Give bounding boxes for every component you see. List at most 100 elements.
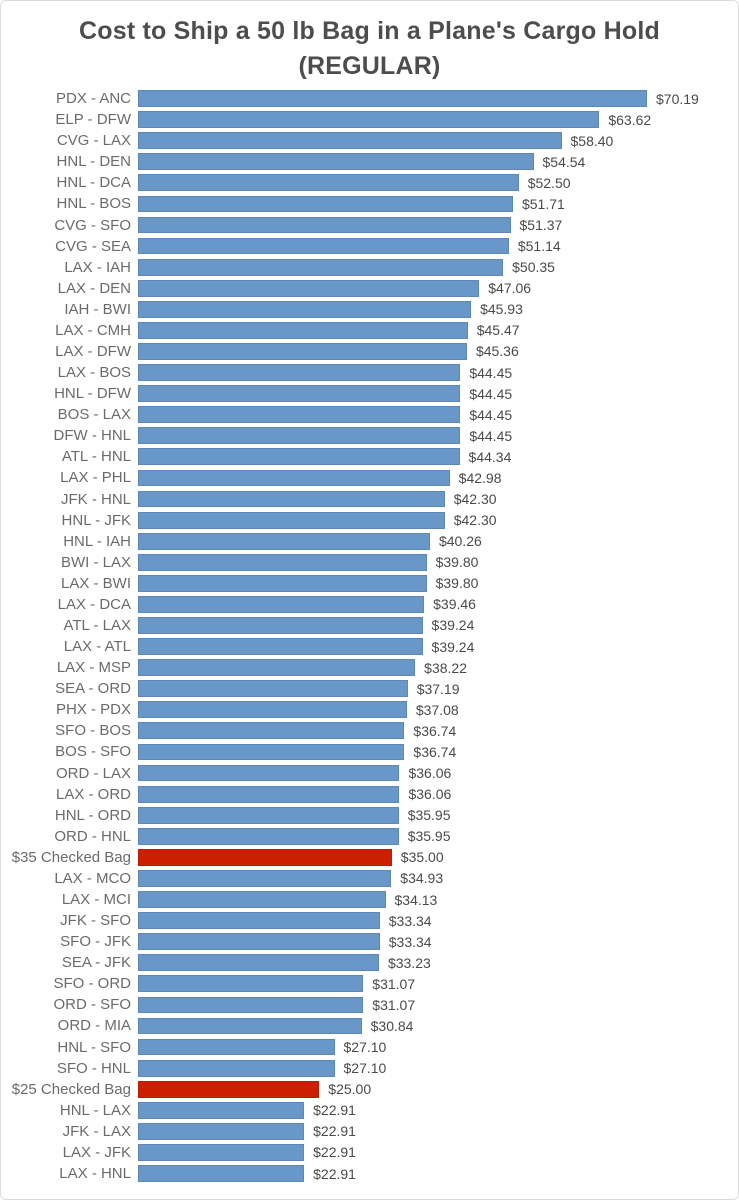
value-label: $51.71 [521,195,565,212]
value-label: $40.26 [438,533,482,550]
bar-track: $31.07 [138,973,699,994]
bar [138,237,509,255]
bar-track: $44.45 [138,362,699,383]
chart-row: ATL - HNL $44.34 [5,446,699,467]
value-label: $35.00 [400,849,444,866]
category-label: LAX - MSP [56,659,131,677]
chart-row: LAX - IAH $50.35 [5,257,699,278]
category-label: ORD - HNL [54,827,131,845]
bar [138,490,445,508]
bar [138,596,425,613]
value-label: $42.30 [453,491,497,508]
bar [138,1017,362,1035]
bar-track: $45.36 [138,341,699,362]
category-label: HNL - DEN [56,153,131,171]
bar-track: $54.54 [138,151,699,172]
chart-row: LAX - BWI $39.80 [5,573,699,594]
value-label: $47.06 [488,280,532,297]
category-label: LAX - HNL [59,1165,131,1183]
bar-track: $44.45 [138,425,699,446]
bar [138,111,600,129]
chart-row: LAX - JFK $22.91 [5,1142,699,1163]
category-label: HNL - JFK [61,511,131,529]
bar [138,785,400,803]
category-label: HNL - DCA [56,174,131,192]
bar [138,680,408,698]
bar-track: $22.91 [138,1142,699,1163]
value-label: $35.95 [407,828,451,845]
chart-row: ATL - LAX $39.24 [5,615,699,636]
chart-title: Cost to Ship a 50 lb Bag in a Plane's Ca… [1,14,738,84]
bar [138,406,461,424]
bar-track: $33.34 [138,931,699,952]
value-label: $30.84 [370,1017,414,1034]
bar [138,638,423,655]
chart-row: HNL - JFK $42.30 [5,510,699,531]
category-label: CVG - LAX [56,132,131,150]
chart-row: ORD - HNL $35.95 [5,826,699,847]
chart-row: LAX - MSP $38.22 [5,657,699,678]
bar [138,659,416,677]
bar [138,90,647,107]
chart-row: LAX - MCO $34.93 [5,868,699,889]
bar [138,1144,305,1161]
bar [138,764,400,782]
value-label: $50.35 [512,259,555,276]
category-label: SFO - HNL [56,1059,131,1077]
bar-track: $37.08 [138,699,699,720]
bar [138,975,364,993]
category-label: LAX - DEN [57,279,131,297]
value-label: $39.46 [433,596,476,613]
value-label: $45.47 [476,322,520,339]
chart-row: LAX - HNL $22.91 [5,1163,699,1184]
bar [138,364,461,381]
value-label: $36.74 [413,722,457,739]
value-label: $25.00 [328,1081,372,1098]
value-label: $36.06 [408,765,452,782]
bar-track: $22.91 [138,1100,699,1121]
bar [138,511,445,529]
category-label: HNL - IAH [63,532,131,550]
bar-track: $30.84 [138,1015,699,1036]
bar [138,891,386,908]
category-label: $25 Checked Bag [11,1080,131,1098]
bar-chart: PDX - ANC $70.19 ELP - DFW $63.62 CVG - LAX $… [5,88,699,1184]
bar [138,343,467,360]
bar [138,912,380,929]
bar-track: $39.46 [138,594,699,615]
bar [138,300,472,318]
chart-row: LAX - CMH $45.47 [5,320,699,341]
value-label: $51.37 [519,217,563,233]
bar [138,1059,335,1077]
chart-row: HNL - BOS $51.71 [5,193,699,214]
bar-track: $63.62 [138,109,699,130]
bar [138,469,450,487]
bar [138,216,511,234]
bar [138,153,534,171]
value-label: $37.19 [416,680,460,697]
category-label: LAX - BOS [57,364,131,382]
bar-track: $40.26 [138,531,699,552]
bar [138,954,379,972]
bar-track: $45.47 [138,320,699,341]
bar-track: $42.30 [138,488,699,509]
category-label: LAX - BWI [60,574,131,592]
bar [138,448,460,466]
chart-row: HNL - IAH $40.26 [5,531,699,552]
value-label: $52.50 [527,174,571,191]
category-label: LAX - JFK [62,1143,131,1161]
chart-row: LAX - PHL $42.98 [5,467,699,488]
chart-row: JFK - SFO $33.34 [5,910,699,931]
value-label: $27.10 [343,1039,387,1056]
category-label: LAX - DCA [57,595,131,613]
value-label: $33.34 [388,912,432,929]
bar-track: $36.74 [138,720,699,741]
chart-row: HNL - DCA $52.50 [5,172,699,193]
chart-row: PHX - PDX $37.08 [5,699,699,720]
chart-row: ORD - SFO $31.07 [5,994,699,1015]
chart-row: SEA - JFK $33.23 [5,952,699,973]
bar [138,722,405,740]
bar [138,132,562,150]
value-label: $42.30 [453,512,497,529]
chart-row: $25 Checked Bag $25.00 [5,1079,699,1100]
